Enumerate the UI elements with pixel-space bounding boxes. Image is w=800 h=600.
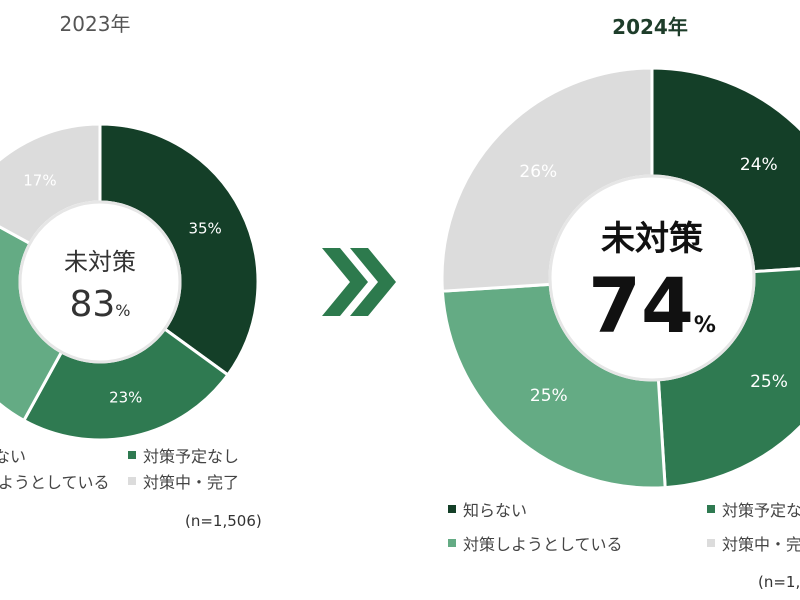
legend-item-unknown-2024: 知らない (448, 497, 527, 521)
data-label-no-plan-2024: 25% (750, 372, 788, 392)
sample-size-2023: (n=1,506) (185, 512, 262, 530)
center-value-number-2023: 83 (69, 284, 115, 325)
center-label-2023: 未対策 (64, 248, 136, 276)
legend-swatch (707, 505, 715, 513)
data-label-unknown-2024: 24% (740, 155, 778, 175)
center-value-2024: 74% (588, 261, 716, 350)
legend-label: 対策しようとしている (463, 535, 623, 554)
legend-label: ない (0, 447, 27, 466)
donut-hole-2024 (548, 174, 756, 382)
legend-label: 対策中・完 (722, 535, 800, 554)
legend-label: ようとしている (0, 473, 110, 492)
legend-swatch (128, 477, 136, 485)
legend-item-no-plan-2024: 対策予定な (707, 497, 800, 521)
center-value-number-2024: 74 (588, 261, 694, 350)
chevron-double-right-icon (322, 248, 396, 316)
legend-swatch (448, 539, 456, 547)
legend-label: 対策予定な (722, 501, 800, 520)
data-label-done-2024: 26% (519, 162, 557, 182)
legend-swatch (707, 539, 715, 547)
donut-hole-2023 (18, 200, 182, 364)
legend-item-done-2024: 対策中・完 (707, 531, 800, 555)
legend-swatch (448, 505, 456, 513)
donut-chart-2023: 35% 23% 17% (0, 122, 260, 442)
chart-title-2023: 2023年 (59, 12, 131, 36)
sample-size-2024: (n=1, (758, 573, 800, 591)
center-label-2024: 未対策 (601, 219, 703, 259)
legend-label: 対策予定なし (143, 447, 240, 466)
chart-title-2024: 2024年 (612, 15, 688, 39)
legend-swatch (128, 451, 136, 459)
legend-item-done-2023: 対策中・完了 (128, 469, 239, 493)
legend-item-no-plan-2023: 対策予定なし (128, 443, 239, 467)
legend-label: 知らない (463, 501, 528, 520)
legend-item-unknown-2023: ない (0, 443, 26, 467)
legend-item-planning-2023: ようとしている (0, 469, 110, 493)
data-label-unknown-2023: 35% (188, 220, 221, 238)
donut-chart-2024: 24% 25% 25% 26% (440, 66, 800, 490)
legend-label: 対策中・完了 (143, 473, 240, 492)
center-value-2023: 83% (69, 284, 130, 325)
data-label-no-plan-2023: 23% (109, 388, 142, 406)
center-value-unit-2023: % (115, 301, 130, 320)
center-value-unit-2024: % (694, 313, 716, 338)
data-label-planning-2024: 25% (530, 386, 568, 406)
data-label-done-2023: 17% (23, 172, 56, 190)
legend-item-planning-2024: 対策しようとしている (448, 531, 623, 555)
